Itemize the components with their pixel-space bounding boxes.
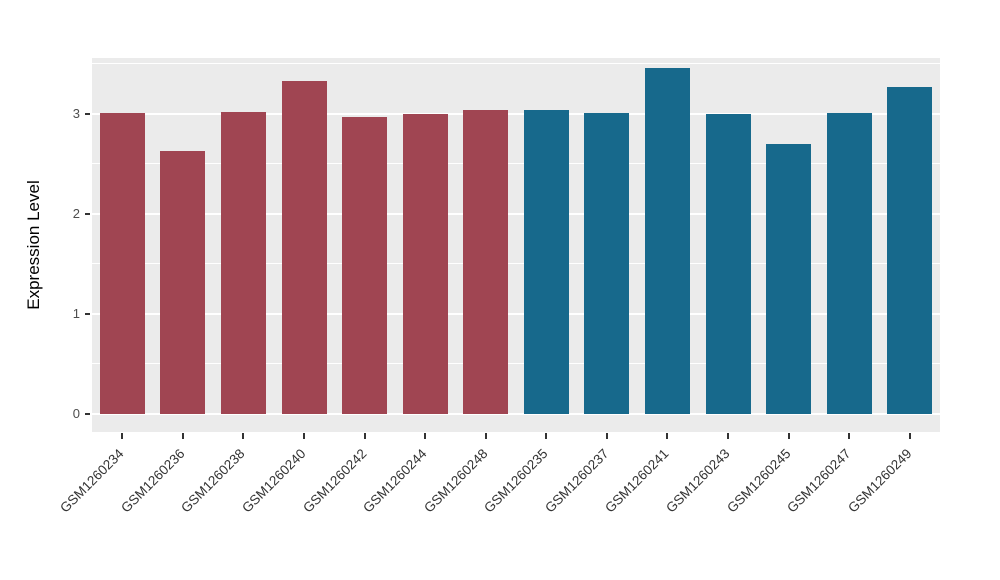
bar-GSM1260237	[584, 113, 630, 414]
x-tick-label: GSM1260238	[178, 446, 249, 516]
x-tick-label: GSM1260235	[481, 446, 551, 516]
bar-GSM1260248	[463, 110, 509, 414]
minor-gridline	[92, 363, 940, 364]
y-tick-label: 0	[72, 406, 80, 421]
bar-GSM1260235	[523, 110, 569, 414]
minor-gridline	[92, 263, 940, 264]
x-tick-label: GSM1260247	[784, 446, 854, 516]
y-tick-mark	[85, 413, 90, 415]
x-tick-label: GSM1260236	[117, 446, 188, 516]
x-tick-label: GSM1260248	[420, 446, 491, 516]
x-tick-mark	[484, 433, 487, 439]
x-tick-label: GSM1260244	[360, 446, 430, 516]
major-gridline	[92, 213, 940, 215]
y-tick-label: 1	[72, 306, 80, 321]
x-tick-mark	[242, 433, 245, 439]
y-tick-mark	[85, 113, 90, 115]
plot-panel	[92, 58, 940, 432]
x-tick-mark	[848, 433, 851, 439]
major-gridline	[92, 413, 940, 415]
bar-GSM1260238	[220, 112, 266, 414]
major-gridline	[92, 113, 940, 115]
minor-gridline	[92, 163, 940, 164]
x-tick-mark	[121, 433, 124, 439]
x-tick-mark	[666, 433, 669, 439]
bar-GSM1260249	[887, 87, 933, 414]
bar-GSM1260236	[160, 151, 206, 414]
bar-GSM1260247	[826, 113, 872, 414]
major-gridline	[92, 313, 940, 315]
x-tick-mark	[545, 433, 548, 439]
y-axis-title: Expression Level	[24, 180, 43, 310]
x-tick-label: GSM1260237	[541, 446, 612, 516]
minor-gridline	[92, 63, 940, 64]
x-tick-label: GSM1260249	[844, 446, 915, 516]
bar-GSM1260234	[99, 113, 145, 414]
x-tick-label: GSM1260245	[723, 446, 794, 516]
x-tick-mark	[181, 433, 184, 439]
x-tick-mark	[727, 433, 729, 439]
x-tick-label: GSM1260241	[602, 446, 673, 516]
x-tick-label: GSM1260234	[57, 446, 127, 516]
x-tick-mark	[605, 433, 608, 439]
bar-GSM1260245	[766, 144, 812, 414]
x-tick-label: GSM1260243	[663, 446, 733, 516]
x-tick-mark	[787, 433, 790, 439]
x-tick-mark	[363, 433, 366, 439]
y-tick-mark	[85, 213, 90, 215]
x-tick-mark	[908, 433, 911, 439]
bar-GSM1260243	[705, 114, 751, 414]
x-tick-mark	[424, 433, 427, 439]
x-tick-mark	[303, 433, 305, 439]
x-tick-label: GSM1260240	[239, 446, 309, 516]
bar-GSM1260241	[644, 68, 690, 414]
bar-GSM1260244	[402, 114, 448, 414]
bar-GSM1260242	[342, 117, 388, 414]
y-tick-label: 2	[72, 206, 80, 221]
bar-GSM1260240	[281, 81, 327, 414]
y-tick-label: 3	[72, 106, 80, 121]
x-tick-label: GSM1260242	[299, 446, 370, 516]
y-tick-mark	[85, 313, 90, 315]
